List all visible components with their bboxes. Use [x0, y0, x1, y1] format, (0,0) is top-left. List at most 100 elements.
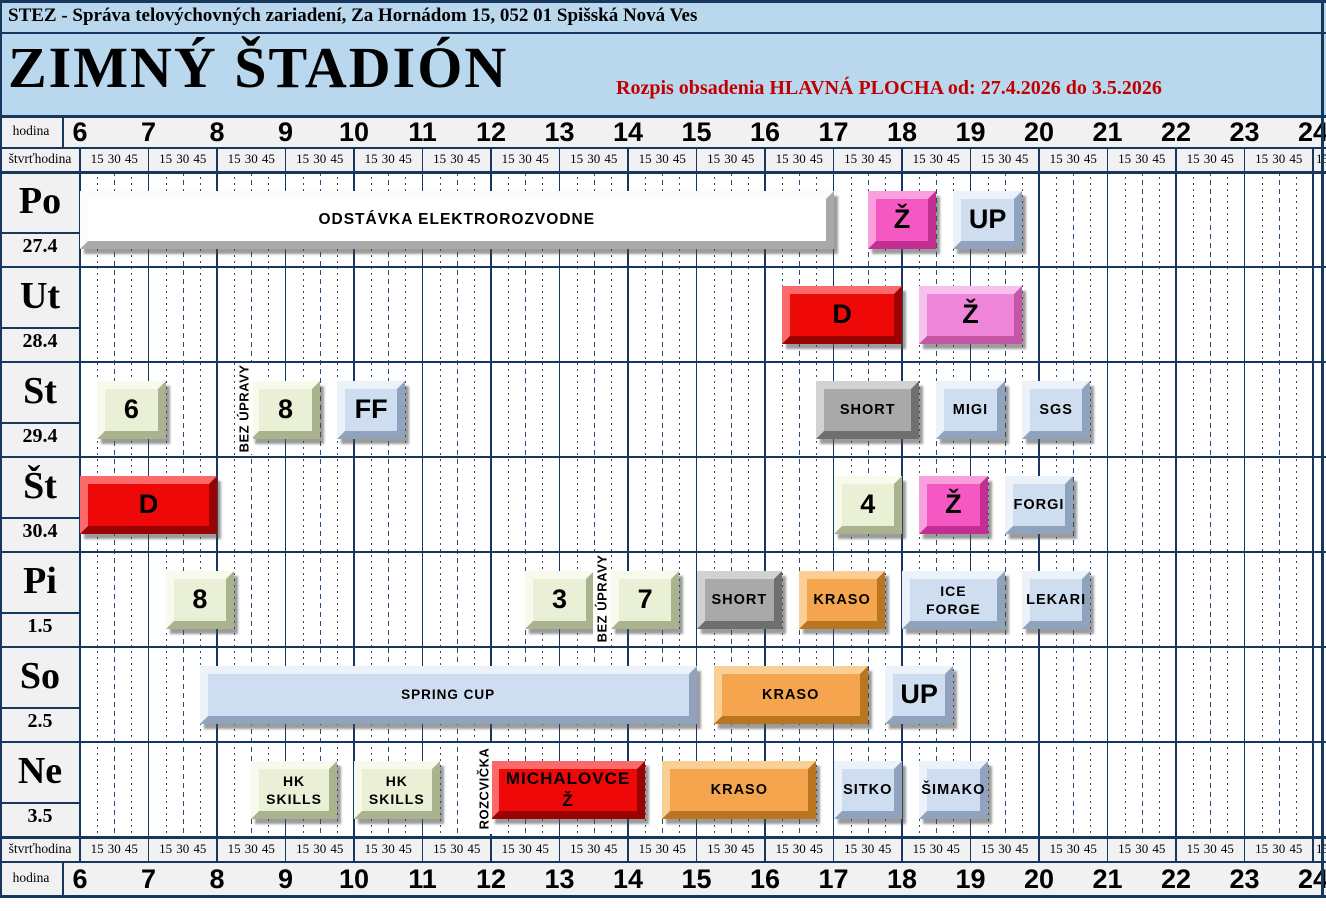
hour-tick-label: 16 — [749, 117, 781, 147]
event-block-[interactable]: Ž — [867, 191, 937, 249]
event-label: HK SKILLS — [368, 772, 425, 807]
event-block-hk-skills[interactable]: HK SKILLS — [354, 761, 440, 819]
hour-tick-label: 18 — [886, 864, 918, 894]
quarter-tick-label: 15 — [570, 841, 584, 856]
event-block-sgs[interactable]: SGS — [1021, 381, 1091, 439]
quarter-tick-label: 30 — [861, 841, 875, 856]
quarter-tick-label: 45 — [467, 841, 481, 856]
event-label: LEKARI — [1026, 591, 1087, 608]
event-block-8[interactable]: 8 — [251, 381, 320, 439]
quarter-tick-label: 30 — [724, 151, 738, 166]
quarter-tick-label: 45 — [1015, 151, 1029, 166]
event-label: FF — [354, 394, 388, 425]
quarter-gridline — [439, 171, 441, 836]
hour-tick-label: 9 — [277, 117, 294, 147]
event-block-lekari[interactable]: LEKARI — [1021, 571, 1091, 629]
quarter-tick-label: 45 — [261, 841, 275, 856]
quarter-tick-label: 45 — [741, 841, 755, 856]
event-label: 4 — [860, 489, 876, 520]
event-block-kraso[interactable]: KRASO — [713, 666, 868, 724]
quarter-tick-label: 30 — [176, 841, 190, 856]
event-block-odst-vka-elektrorozvodne[interactable]: ODSTÁVKA ELEKTROROZVODNE — [80, 191, 834, 249]
hour-tick-label: 8 — [209, 864, 225, 894]
hour-tick-label: 19 — [955, 117, 986, 147]
quarter-tick-label: 45 — [1289, 151, 1303, 166]
event-block-sitko[interactable]: SITKO — [833, 761, 902, 819]
hour-gridline — [1243, 147, 1246, 861]
quarter-tick-label: 45 — [1083, 151, 1097, 166]
event-block-d[interactable]: D — [782, 286, 902, 344]
quarter-gridline — [302, 171, 304, 836]
event-block-3[interactable]: 3 — [525, 571, 594, 629]
event-label: FORGI — [1013, 496, 1065, 513]
day-name-so: So — [19, 655, 61, 697]
event-block-spring-cup[interactable]: SPRING CUP — [199, 666, 697, 724]
event-block-michalovce[interactable]: MICHALOVCE Ž — [491, 761, 646, 819]
hour-gridline — [1175, 147, 1177, 861]
event-block-7[interactable]: 7 — [610, 571, 680, 629]
day-date-po: 27.4 — [22, 235, 58, 257]
event-block-forgi[interactable]: FORGI — [1004, 476, 1074, 534]
event-block-kraso[interactable]: KRASO — [662, 761, 817, 819]
quarter-tick-label: 45 — [330, 841, 344, 856]
schedule-subtitle: Rozpis obsadenia HLAVNÁ PLOCHA od: 27.4.… — [616, 77, 1162, 99]
event-block-8[interactable]: 8 — [165, 571, 235, 629]
event-block-ice-forge[interactable]: ICE FORGE — [902, 571, 1005, 629]
quarter-tick-label: 45 — [535, 841, 549, 856]
quarter-tick-label: 45 — [672, 151, 686, 166]
hour-tick-label: 21 — [1092, 117, 1123, 147]
quarter-tick-label: 15 — [775, 841, 789, 856]
event-block-4[interactable]: 4 — [833, 476, 902, 534]
event-block-d[interactable]: D — [80, 476, 217, 534]
event-block-ff[interactable]: FF — [336, 381, 406, 439]
hour-gridline — [1106, 147, 1109, 861]
event-label: Ž — [945, 489, 962, 520]
quarter-gridline — [679, 171, 681, 836]
quarter-gridline — [336, 171, 338, 836]
quarter-tick-label: 30 — [1203, 151, 1217, 166]
row-divider — [0, 456, 1326, 458]
quarter-tick-label: 45 — [1289, 841, 1303, 856]
hour-tick-label: 12 — [475, 864, 507, 894]
event-block-hk-skills[interactable]: HK SKILLS — [251, 761, 337, 819]
hour-gridline — [421, 147, 424, 861]
event-block-short[interactable]: SHORT — [816, 381, 920, 439]
event-block-up[interactable]: UP — [953, 191, 1022, 249]
quarter-tick-label: 30 — [998, 841, 1012, 856]
event-block-short[interactable]: SHORT — [696, 571, 783, 629]
quarter-gridline — [473, 171, 475, 836]
quarter-tick-label: 15 — [1049, 151, 1063, 166]
event-block-up[interactable]: UP — [884, 666, 954, 724]
day-cell-divider — [0, 422, 80, 424]
quarter-tick-label: 15 — [638, 841, 652, 856]
event-label: ICE FORGE — [925, 582, 981, 617]
hour-gridline — [558, 147, 561, 861]
event-label: Ž — [893, 204, 911, 235]
event-block-[interactable]: Ž — [919, 286, 1022, 344]
quarter-tick-label: 45 — [672, 841, 686, 856]
quarter-tick-label: 15 — [1186, 841, 1200, 856]
hour-tick-label: 21 — [1092, 864, 1123, 894]
day-cell-divider — [0, 707, 80, 709]
event-block-[interactable]: Ž — [919, 476, 988, 534]
half-hour-gridline — [1073, 171, 1075, 836]
hour-tick-label: 15 — [681, 117, 712, 147]
day-cell-divider — [0, 802, 80, 804]
hour-tick-label: 10 — [338, 117, 370, 147]
quarter-tick-label: 45 — [878, 841, 892, 856]
quarter-tick-label: 15 — [1118, 151, 1132, 166]
quarter-gridline — [610, 171, 612, 836]
event-label: 3 — [551, 584, 568, 615]
half-hour-gridline — [1141, 171, 1143, 836]
quarter-tick-label: 30 — [792, 151, 806, 166]
quarter-gridline — [1295, 171, 1297, 836]
quarter-tick-label: 15 — [707, 841, 721, 856]
quarter-tick-label: 30 — [1066, 151, 1080, 166]
quarter-tick-label: 45 — [535, 151, 549, 166]
event-block-migi[interactable]: MIGI — [936, 381, 1005, 439]
quarter-tick-label: 15 — [159, 151, 173, 166]
half-hour-gridline — [799, 171, 801, 836]
event-block-6[interactable]: 6 — [97, 381, 166, 439]
event-block-imako[interactable]: ŠIMAKO — [919, 761, 988, 819]
event-block-kraso[interactable]: KRASO — [799, 571, 885, 629]
